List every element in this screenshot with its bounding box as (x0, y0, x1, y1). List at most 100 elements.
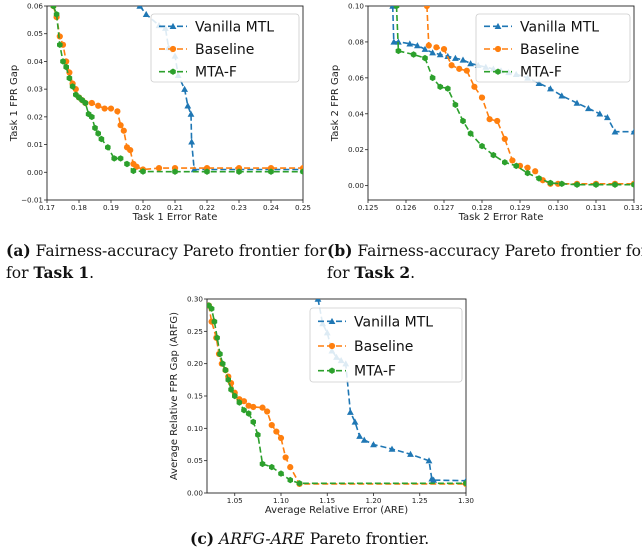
data-point-mta-f (429, 74, 436, 82)
data-point-mta-f (612, 181, 618, 188)
data-point-mta-f (208, 305, 215, 312)
data-point-vanilla-mtl (604, 113, 611, 121)
x-tick-label-b: 0.127 (434, 203, 455, 212)
data-point-baseline (88, 99, 95, 107)
series-line-baseline (208, 305, 466, 485)
data-point-vanilla-mtl (535, 79, 543, 86)
data-point-mta-f (214, 334, 220, 341)
y-axis-label-b: Task 2 FPR Gap (330, 65, 341, 142)
y-tick-label-c: 0.25 (187, 327, 203, 336)
legend-label: Baseline (520, 42, 579, 58)
data-point-mta-f (422, 54, 428, 62)
data-point-mta-f (220, 360, 226, 367)
x-tick-label-c: 1.30 (458, 496, 474, 505)
data-point-baseline (259, 404, 266, 411)
legend-box-b (475, 13, 631, 83)
y-axis-label-c: Average Relative FPR Gap (ARFG) (169, 312, 180, 480)
data-point-baseline (250, 403, 257, 411)
y-tick-label-c: 0.05 (187, 456, 203, 465)
data-point-baseline (425, 42, 432, 49)
legend-label: MTA-F (195, 65, 237, 81)
legend-label: MTA-F (520, 65, 562, 81)
y-tick-label-b: 0.10 (348, 2, 364, 11)
legend-b: Vanilla MTL Baseline MTA-F (475, 13, 631, 83)
y-tick-label-c: 0.30 (187, 295, 203, 304)
x-tick-label-a: 0.21 (167, 203, 183, 212)
caption-a-bold: Task 1 (33, 263, 90, 282)
data-point-mta-f (57, 41, 63, 48)
data-point-mta-f (105, 144, 111, 151)
chart-panel-b: 0.125 0.126 0.127 0.128 0.129 0.130 0.131 0.132… (330, 2, 642, 224)
y-tick-label-c: 0.00 (187, 489, 203, 498)
data-point-mta-f (445, 85, 451, 92)
data-point-vanilla-mtl (360, 436, 368, 443)
data-point-vanilla-mtl (452, 54, 459, 61)
data-point-vanilla-mtl (181, 85, 188, 92)
data-point-baseline (478, 94, 486, 101)
data-point-vanilla-mtl (406, 40, 414, 47)
data-point-baseline (273, 428, 280, 435)
caption-a-end: . (89, 264, 95, 282)
series-line-mta-f (52, 6, 303, 173)
data-point-mta-f (259, 460, 266, 468)
data-point-mta-f (130, 167, 137, 175)
data-point-mta-f (255, 431, 261, 438)
legend-marker (495, 68, 501, 75)
data-point-baseline (114, 108, 121, 115)
data-point-mta-f (547, 179, 554, 187)
x-tick-label-b: 0.126 (396, 203, 417, 212)
chart-panel-a: 0.17 0.18 0.19 0.20 0.21 0.22 0.23 0.24 0.25 −0.0… (9, 2, 311, 224)
x-tick-label-b: 0.131 (586, 203, 607, 212)
data-point-mta-f (410, 51, 417, 58)
data-point-baseline (95, 102, 102, 109)
x-tick-label-c: 1.15 (319, 496, 335, 505)
x-tick-label-b: 0.130 (548, 203, 569, 212)
x-tick-label-a: 0.23 (231, 203, 247, 212)
y-tick-label-a: 0.03 (27, 85, 43, 94)
caption-b-end: . (410, 264, 416, 282)
data-point-mta-f (95, 130, 101, 137)
x-tick-label-c: 1.25 (412, 496, 428, 505)
data-point-vanilla-mtl (187, 110, 195, 117)
data-point-mta-f (502, 159, 508, 166)
caption-a-text: Fairness-accuracy Pareto frontier for (35, 242, 327, 260)
data-point-mta-f (559, 180, 565, 187)
x-tick-label-c: 1.05 (227, 496, 243, 505)
legend-box-c (309, 307, 463, 383)
data-point-vanilla-mtl (184, 102, 192, 109)
data-point-mta-f (50, 6, 57, 10)
data-point-mta-f (98, 135, 105, 143)
caption-b-line2: for Task 2. (327, 263, 416, 282)
data-point-vanilla-mtl (421, 45, 429, 52)
data-point-baseline (448, 62, 455, 69)
x-axis-label-b: Task 2 Error Rate (458, 212, 544, 223)
x-tick-label-b: 0.125 (358, 203, 379, 212)
data-point-baseline (56, 33, 63, 40)
legend-marker (169, 22, 177, 30)
data-point-mta-f (211, 318, 218, 325)
legend-c: Vanilla MTL Baseline MTA-F (309, 307, 463, 383)
data-point-baseline (155, 165, 163, 172)
data-point-mta-f (222, 366, 229, 374)
x-axis-label-c: Average Relative Error (ARE) (265, 505, 408, 516)
x-axis-label-a: Task 1 Error Rate (132, 212, 218, 223)
data-point-baseline (486, 116, 493, 123)
legend-label: Vanilla MTL (195, 19, 274, 35)
data-point-mta-f (463, 480, 466, 487)
caption-c: (c) ARFG-ARE Pareto frontier. (190, 528, 429, 550)
caption-c-label: (c) (190, 529, 215, 548)
data-point-mta-f (69, 83, 76, 90)
data-point-vanilla-mtl (425, 457, 433, 464)
data-point-mta-f (204, 168, 210, 175)
plot-frame-b (367, 5, 635, 201)
y-tick-label-b: 0.06 (348, 73, 364, 82)
data-point-vanilla-mtl (370, 441, 377, 448)
data-point-baseline (440, 46, 448, 53)
data-point-mta-f (574, 181, 580, 188)
data-point-mta-f (460, 117, 466, 125)
data-point-mta-f (236, 168, 242, 175)
data-point-baseline (494, 117, 501, 125)
data-point-baseline (268, 422, 275, 429)
data-point-mta-f (278, 470, 284, 477)
data-point-vanilla-mtl (436, 51, 444, 58)
